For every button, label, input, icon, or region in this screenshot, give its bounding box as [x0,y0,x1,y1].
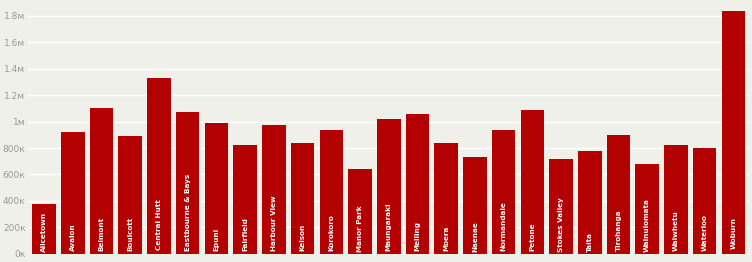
Bar [377,119,401,254]
Text: Wainuiomata: Wainuiomata [644,198,650,252]
Bar [89,108,114,254]
Bar [176,112,199,254]
Bar [233,145,257,254]
Text: Alicetown: Alicetown [41,212,47,252]
Bar [320,130,343,254]
Bar [348,168,371,254]
Bar [406,114,429,254]
Text: Waterloo: Waterloo [702,215,708,252]
Text: Eastbourne & Bays: Eastbourne & Bays [185,174,191,251]
Bar [32,204,56,254]
Bar [435,143,458,254]
Text: Central Hutt: Central Hutt [156,200,162,250]
Bar [119,136,142,254]
Bar [492,130,515,254]
Text: Kelson: Kelson [299,224,305,252]
Bar [61,132,85,254]
Text: Naenae: Naenae [472,221,478,252]
Bar [463,157,487,254]
Text: Petone: Petone [529,222,535,251]
Bar [147,78,171,254]
Bar [693,148,717,254]
Bar [607,135,630,254]
Text: Boulcott: Boulcott [127,217,133,251]
Text: Harbour View: Harbour View [271,195,277,251]
Text: Stokes Valley: Stokes Valley [558,197,564,252]
Text: Fairfield: Fairfield [242,217,248,252]
Text: Waiwhetu: Waiwhetu [673,211,679,252]
Text: Avalon: Avalon [70,223,76,251]
Bar [262,125,286,254]
Text: Moera: Moera [443,226,449,252]
Text: Epuni: Epuni [214,228,220,251]
Bar [664,145,688,254]
Text: Manor Park: Manor Park [357,205,363,252]
Text: Tirohanga: Tirohanga [616,210,622,251]
Text: Taita: Taita [587,232,593,252]
Bar [205,123,228,254]
Text: Woburn: Woburn [730,217,736,249]
Bar [549,159,573,254]
Text: Normandale: Normandale [501,201,507,251]
Text: Melling: Melling [414,221,420,251]
Bar [635,164,659,254]
Bar [722,11,745,254]
Text: Maungaraki: Maungaraki [386,203,392,251]
Bar [291,143,314,254]
Text: Korokoro: Korokoro [329,215,335,251]
Text: Belmont: Belmont [99,217,105,251]
Bar [578,151,602,254]
Bar [520,110,544,254]
